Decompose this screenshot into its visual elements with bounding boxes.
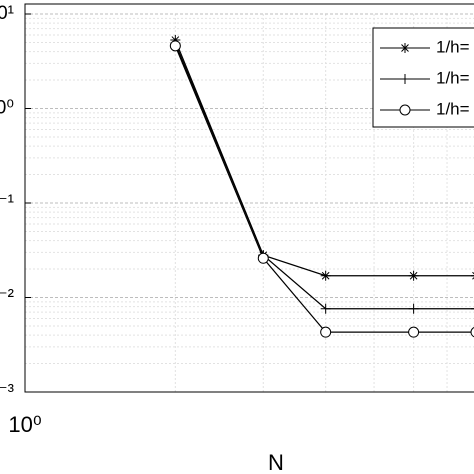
- marker: [470, 327, 474, 338]
- point: [320, 326, 332, 338]
- point: [320, 303, 331, 314]
- legend-label: 1/h=: [436, 37, 470, 56]
- point: [470, 327, 474, 338]
- point: [471, 308, 474, 310]
- point: [320, 270, 331, 281]
- marker: [471, 308, 474, 310]
- marker: [471, 275, 474, 277]
- marker: [320, 303, 331, 314]
- marker: [169, 40, 181, 52]
- plot-frame: [24, 3, 474, 393]
- point: [408, 270, 419, 281]
- point: [408, 303, 419, 314]
- marker: [408, 303, 419, 314]
- marker: [399, 104, 411, 116]
- marker: [401, 44, 409, 52]
- legend-label: 1/h=: [436, 68, 470, 87]
- legend-marker: [400, 43, 410, 53]
- marker: [320, 326, 332, 338]
- legend-marker: [400, 74, 410, 84]
- y-tick-label: 10⁰: [0, 98, 14, 119]
- point: [408, 326, 420, 338]
- y-tick-label: 10¹: [0, 3, 14, 24]
- marker: [400, 74, 410, 84]
- legend-marker: [399, 104, 411, 116]
- marker: [409, 271, 418, 280]
- x-tick-label: 10⁰: [8, 412, 41, 437]
- y-tick-label: 10⁻¹: [0, 192, 14, 213]
- marker: [408, 326, 420, 338]
- legend-label: 1/h=: [436, 99, 470, 118]
- marker: [321, 271, 330, 280]
- y-tick-label: 10⁻²: [0, 287, 14, 308]
- point: [169, 40, 181, 52]
- x-axis-label: N: [268, 450, 284, 474]
- y-tick-label: 10⁻³: [0, 381, 14, 402]
- marker: [257, 252, 269, 264]
- point: [257, 252, 269, 264]
- legend: 1/h= 1/h= 1/h=: [372, 27, 474, 128]
